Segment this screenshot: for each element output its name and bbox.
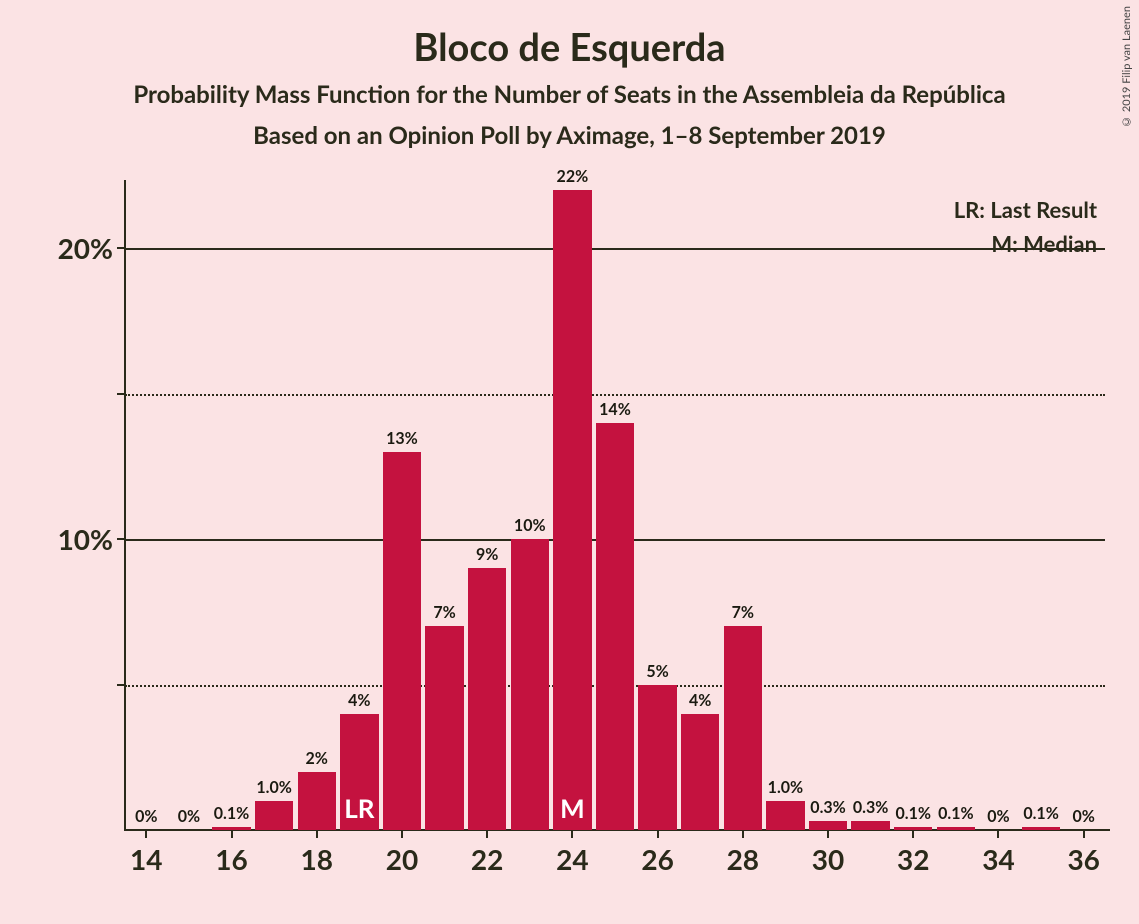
bar-slot: 0.1%	[935, 190, 978, 830]
legend-median: M: Median	[125, 230, 1097, 257]
bar-slot: 7%	[423, 190, 466, 830]
bar-slot: 14%	[594, 190, 637, 830]
bar: 22%M	[553, 190, 591, 830]
bar-value-label: 9%	[476, 545, 498, 568]
bars-container: 0%0%0.1%1.0%2%4%LR13%7%9%10%22%M14%5%4%7…	[125, 190, 1105, 830]
bar: 0.3%	[809, 821, 847, 830]
bar-value-label: 13%	[386, 429, 418, 452]
chart-area: 10%20%0%0%0.1%1.0%2%4%LR13%7%9%10%22%M14…	[125, 190, 1105, 830]
bar-value-label: 0.3%	[810, 798, 845, 821]
bar-slot: 0%	[977, 190, 1020, 830]
bar-value-label: 1.0%	[256, 778, 291, 801]
y-axis-label: 10%	[58, 522, 125, 556]
bar-slot: 1.0%	[253, 190, 296, 830]
bar-slot: 4% LR	[338, 190, 381, 830]
legend-last-result: LR: Last Result	[125, 196, 1097, 223]
bar-slot: 0.1%	[1020, 190, 1063, 830]
bar-value-label: 2%	[306, 749, 328, 772]
bar-slot: 5%	[636, 190, 679, 830]
bar: 7%	[724, 626, 762, 830]
bar-value-label: 0%	[1072, 807, 1094, 830]
x-axis-label: 18	[300, 830, 332, 876]
bar: 4%	[681, 714, 719, 830]
x-axis-label: 16	[215, 830, 247, 876]
x-axis-label: 20	[386, 830, 418, 876]
chart-subtitle-1: Probability Mass Function for the Number…	[0, 80, 1139, 109]
bar-value-label: 1.0%	[768, 778, 803, 801]
bar-slot: 2%	[295, 190, 338, 830]
chart-subtitle-2: Based on an Opinion Poll by Aximage, 1–8…	[0, 121, 1139, 150]
bar-slot: 13%	[381, 190, 424, 830]
bar-value-label: 4%	[348, 691, 370, 714]
bar-slot: 0%	[125, 190, 168, 830]
bar-slot: 0%	[1062, 190, 1105, 830]
x-axis-label: 26	[641, 830, 673, 876]
bar-slot: 4%	[679, 190, 722, 830]
bar: 13%	[383, 452, 421, 830]
bar-inner-label: M	[560, 792, 585, 824]
bar: 4%LR	[340, 714, 378, 830]
bar-value-label: 0.1%	[214, 804, 249, 827]
bar-value-label: 0.3%	[853, 798, 888, 821]
bar: 5%	[638, 685, 676, 830]
bar-value-label: 7%	[433, 603, 455, 626]
x-axis-label: 14	[130, 830, 162, 876]
bar-value-label: 5%	[646, 662, 668, 685]
x-axis-label: 32	[897, 830, 929, 876]
bar-value-label: 0.1%	[896, 804, 931, 827]
bar: 1.0%	[766, 801, 804, 830]
bar-value-label: 7%	[732, 603, 754, 626]
x-axis-label: 34	[982, 830, 1014, 876]
bar-value-label: 10%	[514, 516, 546, 539]
bar-value-label: 0.1%	[938, 804, 973, 827]
bar: 0.1%	[937, 827, 975, 830]
bar-slot: 0%	[168, 190, 211, 830]
bar-value-label: 14%	[599, 400, 631, 423]
y-axis-label: 20%	[58, 231, 125, 265]
bar: 14%	[596, 423, 634, 830]
x-axis-label: 28	[727, 830, 759, 876]
bar: 0.3%	[851, 821, 889, 830]
copyright-text: © 2019 Filip van Laenen	[1120, 6, 1133, 128]
bar-inner-label: LR	[344, 792, 374, 824]
bar-slot: 10%	[508, 190, 551, 830]
bar-slot: 0.1%	[892, 190, 935, 830]
bar: 2%	[298, 772, 336, 830]
bar: 10%	[511, 539, 549, 830]
bar-value-label: 0%	[135, 807, 157, 830]
bar-slot: 1.0%	[764, 190, 807, 830]
bar-slot: 0.3%	[849, 190, 892, 830]
bar: 1.0%	[255, 801, 293, 830]
bar-value-label: 0%	[987, 807, 1009, 830]
x-axis-label: 22	[471, 830, 503, 876]
bar: 9%	[468, 568, 506, 830]
x-axis-label: 36	[1067, 830, 1099, 876]
bar: 0.1%	[1022, 827, 1060, 830]
bar-slot: 22%M	[551, 190, 594, 830]
bar: 7%	[425, 626, 463, 830]
bar-slot: 0.3%	[807, 190, 850, 830]
bar-slot: 0.1%	[210, 190, 253, 830]
x-axis-label: 30	[812, 830, 844, 876]
bar-value-label: 4%	[689, 691, 711, 714]
bar-slot: 9%	[466, 190, 509, 830]
bar-value-label: 22%	[557, 167, 589, 190]
bar-value-label: 0%	[178, 807, 200, 830]
bar-slot: 7%	[722, 190, 765, 830]
chart-title: Bloco de Esquerda	[0, 0, 1139, 70]
x-axis-label: 24	[556, 830, 588, 876]
bar-value-label: 0.1%	[1023, 804, 1058, 827]
